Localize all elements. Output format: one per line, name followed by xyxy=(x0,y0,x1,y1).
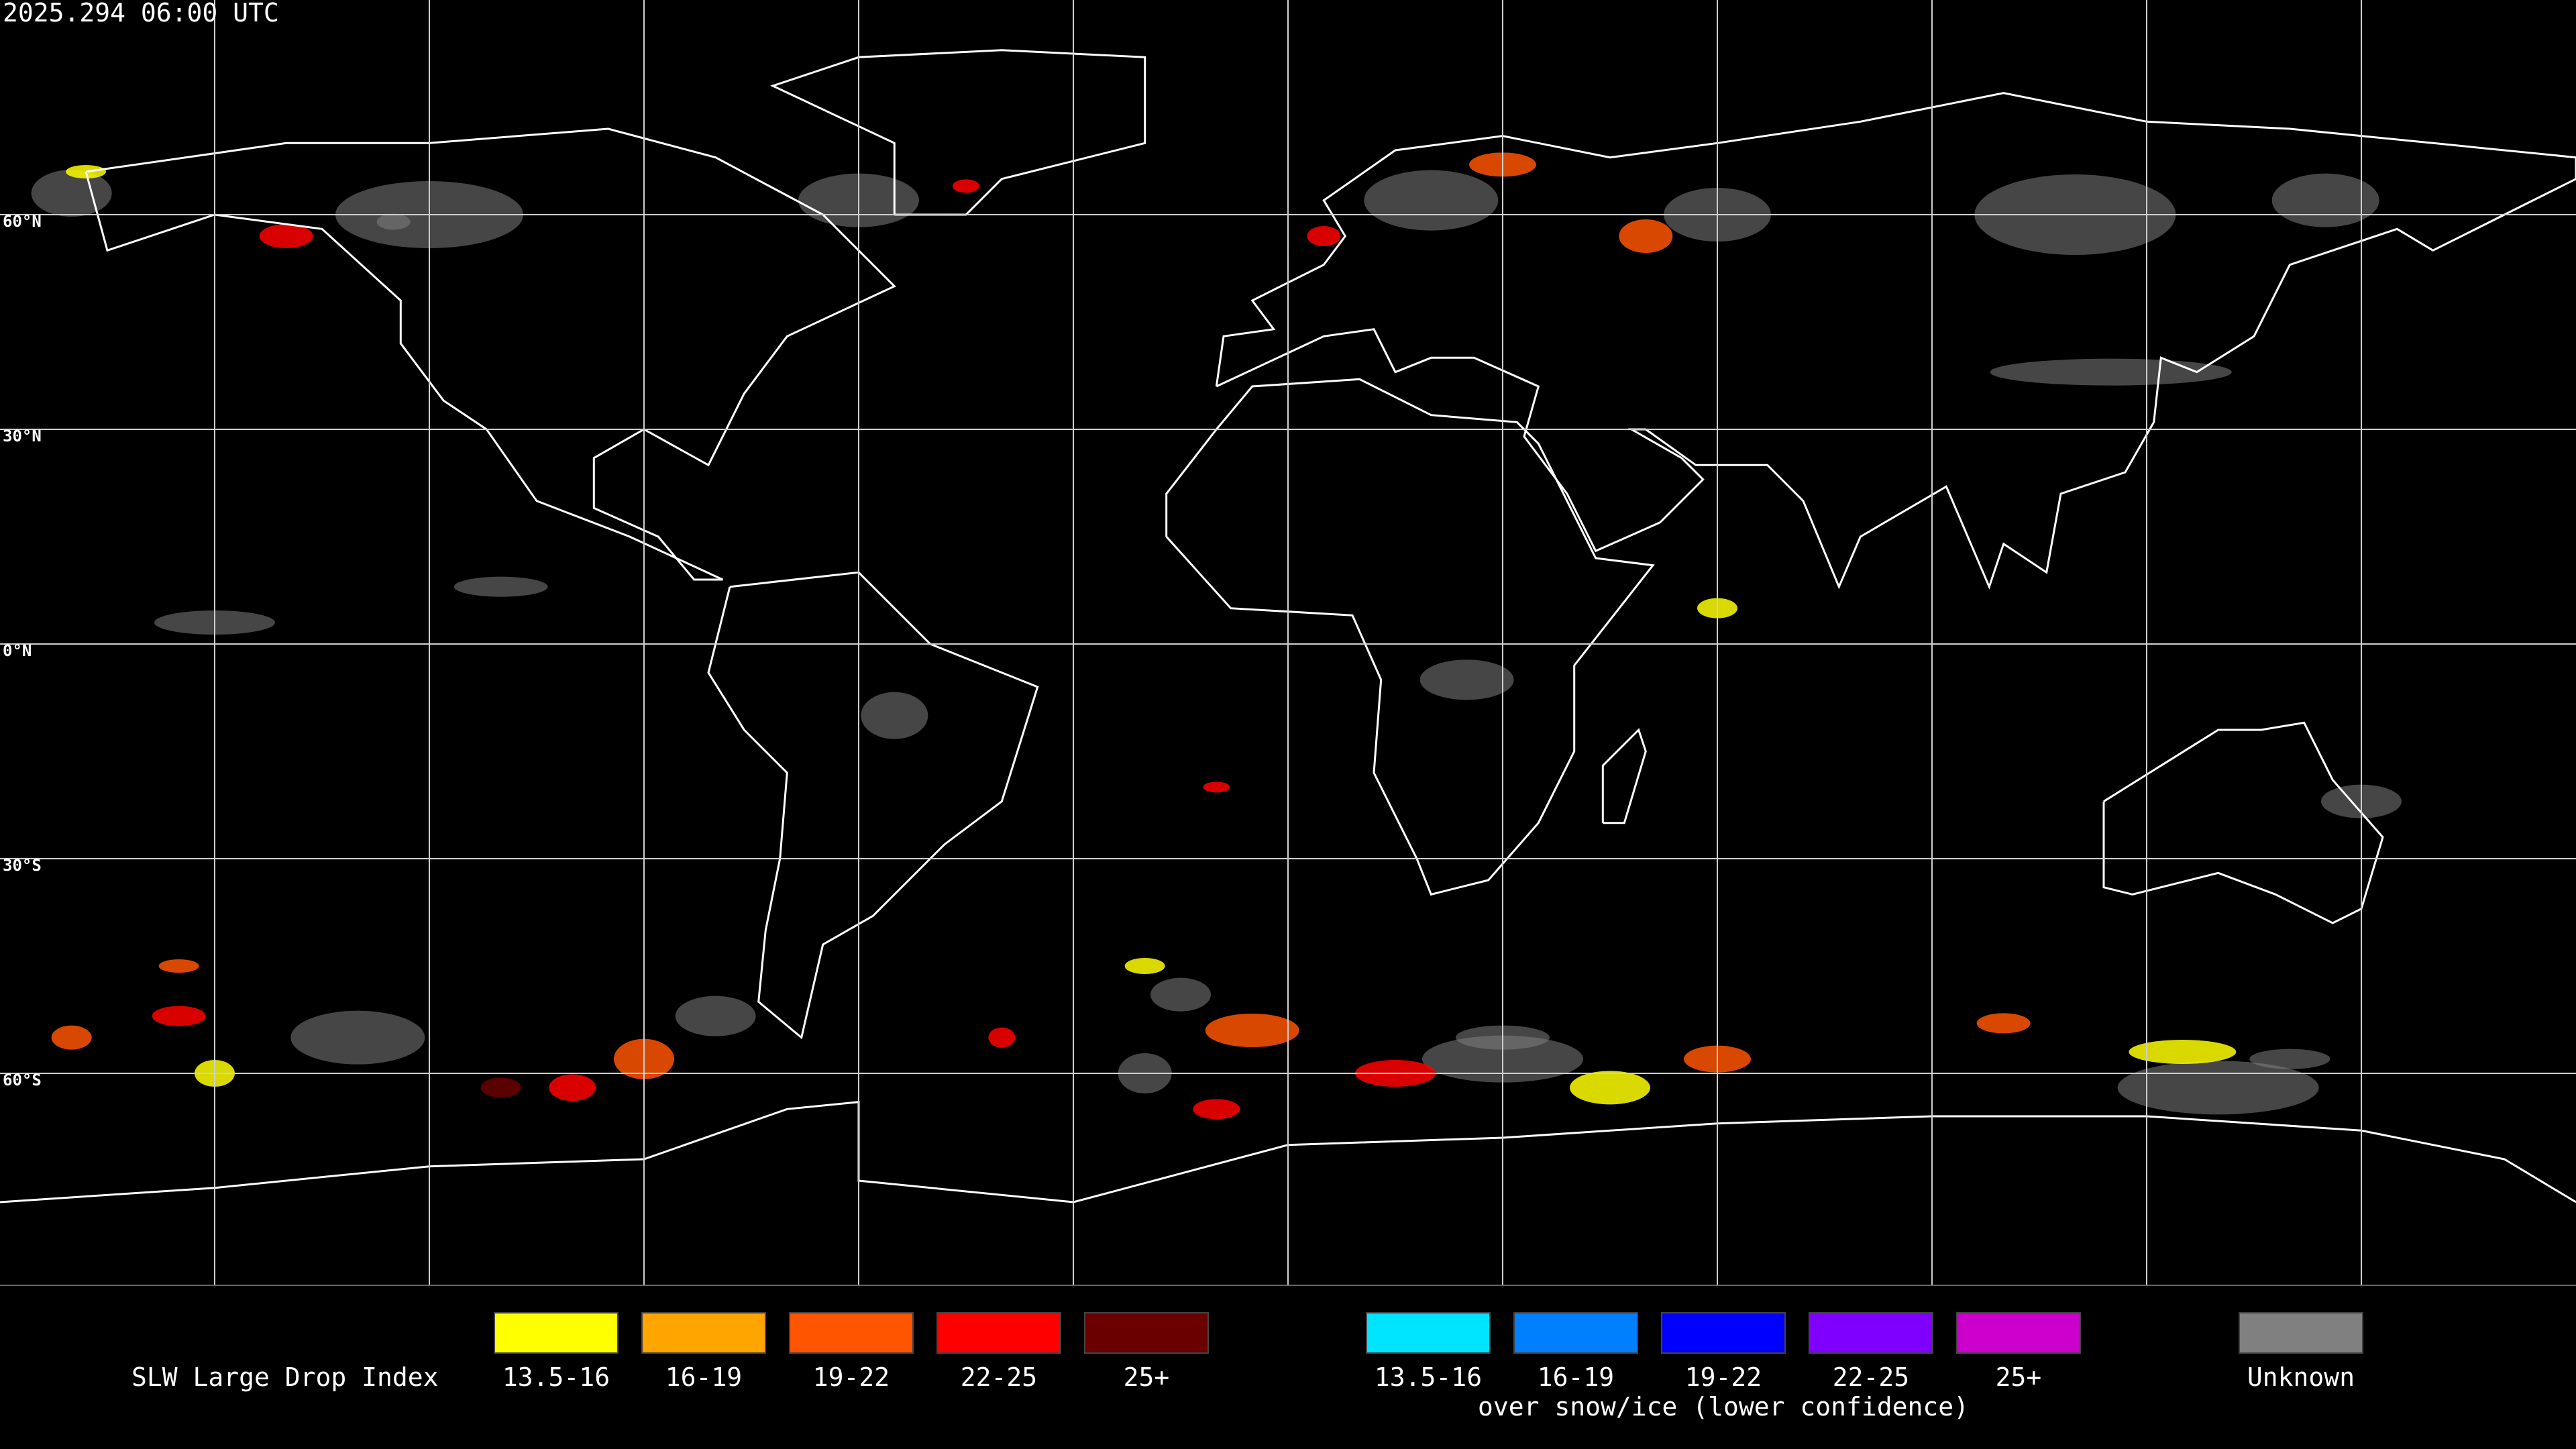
cloud-area xyxy=(1619,219,1673,253)
legend-label: 25+ xyxy=(1996,1362,2042,1392)
cloud-area xyxy=(1150,977,1211,1012)
cloud-area xyxy=(31,170,112,217)
legend-caption: over snow/ice (lower confidence) xyxy=(1478,1392,1969,1421)
legend-swatch xyxy=(936,1312,1061,1354)
legend-swatch xyxy=(1513,1312,1638,1354)
cloud-area xyxy=(259,224,313,248)
legend-label: 16-19 xyxy=(665,1362,742,1392)
cloud-area xyxy=(453,576,548,597)
legend: SLW Large Drop Index 13.5-16 16-19 19-22 22-… xyxy=(131,1312,2363,1421)
legend-label: 25+ xyxy=(1124,1362,1170,1392)
legend-swatch xyxy=(1084,1312,1209,1354)
legend-label: 22-25 xyxy=(961,1362,1037,1392)
cloud-area xyxy=(861,692,928,739)
cloud-area xyxy=(51,1025,92,1050)
legend-label: Unknown xyxy=(2247,1362,2355,1392)
latitude-label: 60°S xyxy=(3,1071,42,1089)
cloud-area xyxy=(2117,1061,2319,1115)
coastline xyxy=(1601,728,1647,824)
legend-label: 19-22 xyxy=(813,1362,890,1392)
coastline xyxy=(0,1101,2576,1203)
cloud-area xyxy=(2271,173,2379,227)
legend-swatch xyxy=(1661,1312,1786,1354)
legend-label: 22-25 xyxy=(1833,1362,1909,1392)
cloud-area xyxy=(1990,358,2232,386)
legend-swatch xyxy=(1366,1312,1491,1354)
latitude-label: 60°N xyxy=(3,212,42,231)
cloud-area xyxy=(1193,1099,1240,1120)
legend-swatch xyxy=(789,1312,914,1354)
latitude-label: 30°N xyxy=(3,427,42,445)
cloud-area xyxy=(1205,1014,1299,1047)
cloud-area xyxy=(988,1027,1016,1048)
cloud-area xyxy=(480,1077,521,1098)
coastline xyxy=(707,571,1039,1040)
cloud-area xyxy=(376,213,411,230)
legend-label: 13.5-16 xyxy=(1375,1362,1482,1392)
legend-swatch xyxy=(2239,1312,2363,1354)
cloud-area xyxy=(1570,1071,1650,1105)
latitude-label: 30°S xyxy=(3,856,42,875)
legend-label: 13.5-16 xyxy=(502,1362,610,1392)
cloud-area xyxy=(158,959,199,973)
latitude-label: 0°N xyxy=(3,641,32,660)
cloud-area xyxy=(1124,958,1165,974)
cloud-area xyxy=(290,1010,425,1065)
graticule xyxy=(0,0,2576,1285)
legend-swatch xyxy=(1956,1312,2081,1354)
cloud-area xyxy=(675,996,756,1036)
cloud-area xyxy=(2249,1049,2330,1069)
legend-label: 16-19 xyxy=(1538,1362,1614,1392)
coastline xyxy=(85,127,896,581)
legend-title: SLW Large Drop Index xyxy=(131,1362,439,1392)
legend-label: 19-22 xyxy=(1685,1362,1762,1392)
cloud-area xyxy=(2129,1040,2237,1064)
cloud-area xyxy=(549,1074,596,1102)
cloud-area xyxy=(953,179,979,193)
cloud-area xyxy=(1364,170,1499,231)
coastline xyxy=(1215,92,2576,590)
legend-swatch xyxy=(641,1312,766,1354)
cloud-area xyxy=(1307,226,1341,246)
legend-swatch xyxy=(1809,1312,1933,1354)
cloud-area xyxy=(152,1006,206,1026)
cloud-area xyxy=(1203,782,1230,793)
timestamp: 2025.294 06:00 UTC xyxy=(3,0,279,28)
legend-swatch xyxy=(494,1312,619,1354)
cloud-area xyxy=(1976,1013,2031,1034)
weather-layer xyxy=(31,152,2402,1120)
cloud-area xyxy=(1419,659,1514,700)
